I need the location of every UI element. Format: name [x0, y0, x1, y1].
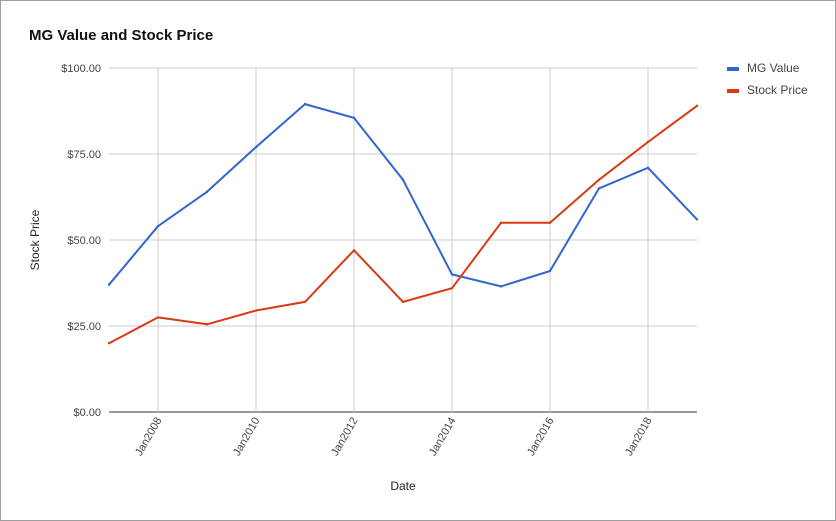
data-point-mg-value	[548, 269, 552, 273]
data-point-mg-value	[646, 166, 650, 169]
data-point-stock-price	[156, 316, 160, 319]
x-tick-label: Jan2012	[329, 416, 361, 459]
chart-title: MG Value and Stock Price	[29, 27, 214, 44]
data-point-stock-price	[646, 140, 650, 144]
data-point-mg-value	[107, 283, 111, 286]
data-point-mg-value	[401, 178, 405, 181]
y-tick-label: $75.00	[67, 149, 101, 161]
series-line-stock-price	[108, 104, 698, 345]
data-point-mg-value	[499, 285, 503, 288]
data-point-stock-price	[205, 323, 209, 326]
data-point-mg-value	[303, 102, 307, 106]
legend-label-stock-price: Stock Price	[747, 83, 808, 97]
x-tick-label: Jan2014	[427, 416, 459, 459]
y-tick-label: $100.00	[61, 63, 101, 75]
data-point-mg-value	[205, 190, 209, 194]
data-point-stock-price	[254, 309, 258, 312]
y-tick-label: $0.00	[73, 407, 101, 419]
data-point-stock-price	[107, 342, 111, 345]
data-point-mg-value	[254, 145, 258, 149]
x-tick-label: Jan2008	[133, 416, 165, 459]
x-axis-title: Date	[390, 479, 416, 493]
x-tick-label: Jan2016	[525, 416, 557, 459]
data-point-stock-price	[450, 286, 454, 290]
data-point-stock-price	[352, 249, 356, 252]
legend-label-mg-value: MG Value	[747, 61, 800, 75]
legend-swatch-stock-price	[727, 89, 739, 93]
data-point-mg-value	[352, 116, 356, 120]
x-tick-label: Jan2010	[231, 416, 263, 459]
legend-swatch-mg-value	[727, 67, 739, 71]
y-tick-label: $25.00	[67, 321, 101, 333]
data-point-mg-value	[597, 187, 601, 190]
data-point-stock-price	[499, 221, 503, 224]
data-point-mg-value	[450, 273, 454, 276]
data-point-stock-price	[695, 104, 699, 108]
data-point-stock-price	[548, 221, 552, 224]
series-line-mg-value	[108, 103, 698, 288]
x-tick-label: Jan2018	[623, 416, 655, 459]
y-tick-label: $50.00	[67, 235, 101, 247]
data-point-stock-price	[303, 300, 307, 304]
data-point-stock-price	[597, 178, 601, 181]
data-point-mg-value	[695, 218, 699, 221]
data-point-stock-price	[401, 300, 405, 304]
y-axis-title: Stock Price	[28, 209, 42, 270]
data-point-mg-value	[156, 225, 160, 228]
